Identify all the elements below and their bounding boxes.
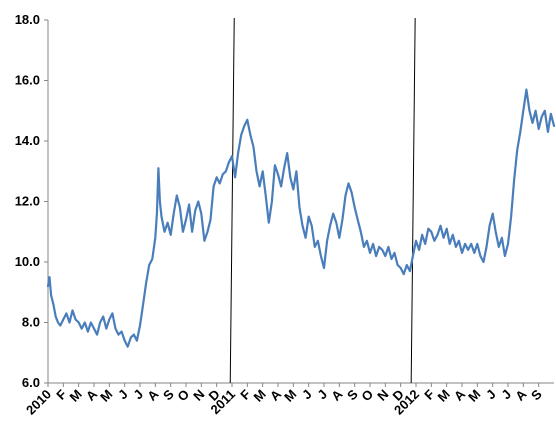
x-tick-label: M (67, 387, 85, 405)
series-group (46, 88, 556, 348)
y-tick-labels: 6.0 8.0 10.0 12.0 14.0 16.0 18.0 (15, 12, 40, 390)
x-tick-label: J (498, 387, 514, 403)
x-tick-label: M (465, 387, 483, 405)
axes (44, 19, 554, 387)
y-tick-label: 10.0 (15, 254, 40, 269)
x-tick-label: M (281, 387, 299, 405)
x-tick-label: N (190, 387, 207, 404)
x-tick-label: J (115, 387, 131, 403)
x-tick-label: A (328, 386, 346, 404)
x-tick-label: S (528, 386, 545, 403)
y-tick-label: 14.0 (15, 133, 40, 148)
x-tick-label: J (314, 387, 330, 403)
x-tick-label: 2010 (23, 387, 54, 418)
x-tick-label: M (435, 387, 453, 405)
x-tick-label: J (483, 387, 499, 403)
x-tick-label: M (97, 387, 115, 405)
x-tick-label: O (358, 387, 376, 405)
year-divider-line (229, 17, 235, 384)
y-tick-label: 18.0 (15, 12, 40, 27)
vertical-reference-lines (229, 17, 416, 384)
x-tick-label: J (130, 387, 146, 403)
year-divider-line (410, 17, 416, 384)
x-tick-label: A (144, 386, 162, 404)
y-tick-label: 12.0 (15, 194, 40, 209)
series-line (46, 88, 556, 348)
x-tick-label: A (512, 386, 530, 404)
x-tick-label: M (251, 387, 269, 405)
y-tick-label: 8.0 (22, 315, 40, 330)
x-tick-label: J (299, 387, 315, 403)
y-tick-label: 16.0 (15, 73, 40, 88)
x-tick-label: O (174, 387, 192, 405)
x-tick-label: N (374, 387, 391, 404)
y-tick-label: 6.0 (22, 375, 40, 390)
